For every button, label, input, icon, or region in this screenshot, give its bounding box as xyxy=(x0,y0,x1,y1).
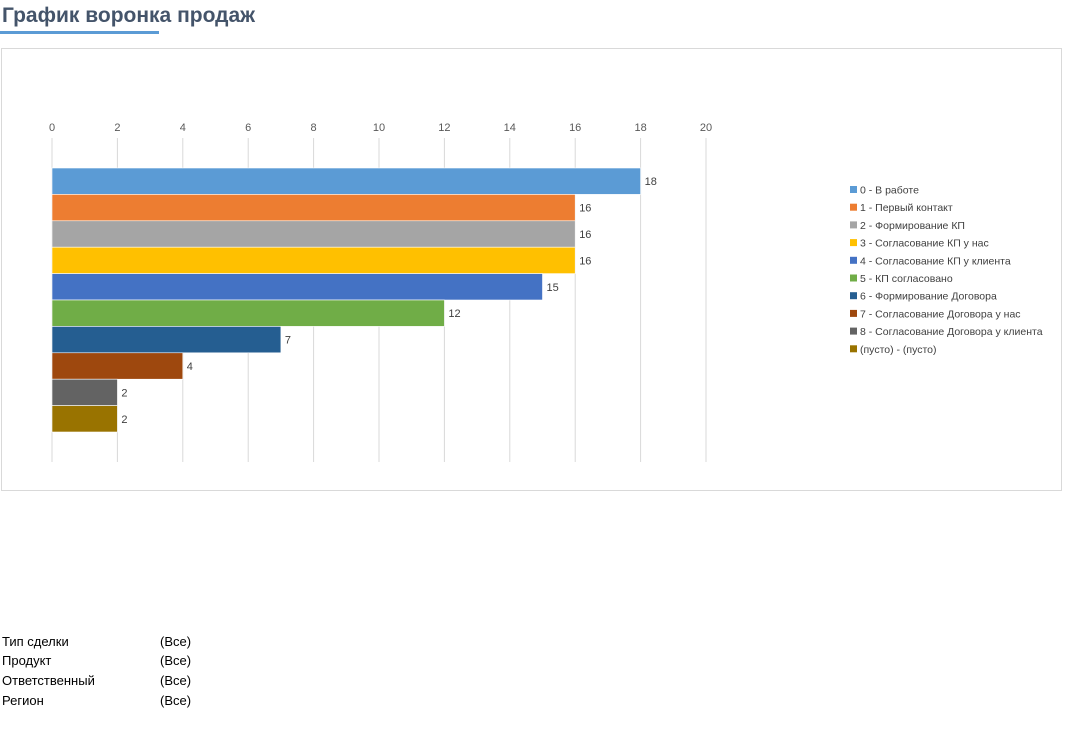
page-title: График воронка продаж xyxy=(2,4,256,27)
data-label: 7 xyxy=(285,335,291,347)
filter-value[interactable]: (Все) xyxy=(160,634,192,649)
data-label: 4 xyxy=(187,361,193,373)
legend-label: 5 - КП согласовано xyxy=(860,273,953,285)
x-tick-label: 18 xyxy=(634,122,646,134)
data-label: 2 xyxy=(121,387,127,399)
legend-label: 3 - Согласование КП у нас xyxy=(860,238,989,250)
legend-label: 0 - В работе xyxy=(860,185,919,197)
x-tick-label: 8 xyxy=(311,122,317,134)
bar xyxy=(51,352,184,380)
data-label: 18 xyxy=(645,176,657,188)
legend-swatch xyxy=(850,274,857,282)
legend-swatch xyxy=(850,327,857,335)
x-tick-label: 4 xyxy=(180,122,186,134)
filter-value[interactable]: (Все) xyxy=(160,653,192,668)
data-label: 16 xyxy=(579,203,591,215)
x-tick-label: 10 xyxy=(373,122,385,134)
filter-label: Регион xyxy=(2,693,44,708)
bar xyxy=(51,405,118,433)
x-tick-label: 12 xyxy=(438,122,450,134)
bar xyxy=(51,273,543,301)
bar xyxy=(51,378,118,406)
x-tick-label: 2 xyxy=(114,122,120,134)
legend-label: 6 - Формирование Договора xyxy=(860,291,997,303)
filter-value[interactable]: (Все) xyxy=(160,693,192,708)
data-label: 12 xyxy=(448,308,460,320)
legend-swatch xyxy=(850,239,857,247)
filter-label: Тип сделки xyxy=(2,634,69,649)
legend-swatch xyxy=(850,221,857,229)
data-label: 16 xyxy=(579,255,591,267)
legend-label: 1 - Первый контакт xyxy=(860,202,953,214)
x-tick-label: 0 xyxy=(49,122,55,134)
legend-swatch xyxy=(850,309,857,317)
filter-value[interactable]: (Все) xyxy=(160,673,192,688)
bar xyxy=(51,167,641,195)
bar xyxy=(51,326,282,354)
legend-label: 2 - Формирование КП xyxy=(860,220,965,232)
bar xyxy=(51,220,576,248)
bar xyxy=(51,194,576,222)
legend-swatch xyxy=(850,186,857,193)
legend-label: 4 - Согласование КП у клиента xyxy=(860,255,1011,267)
legend-label: 7 - Согласование Договора у нас xyxy=(860,308,1021,320)
legend-label: (пусто) - (пусто) xyxy=(860,344,937,356)
legend-swatch xyxy=(850,203,857,211)
legend-swatch xyxy=(850,345,857,353)
bar xyxy=(51,299,445,327)
funnel-bar-chart: 0 2 4 6 8 10 12 14 16 18 20 18 16 16 16 15 12 7 4 2 2 0 - В р… xyxy=(49,122,1043,462)
x-tick-label: 16 xyxy=(569,122,581,134)
data-label: 16 xyxy=(579,229,591,241)
data-label: 15 xyxy=(547,282,559,294)
title-underline xyxy=(0,31,159,34)
data-label: 2 xyxy=(121,414,127,426)
x-tick-label: 20 xyxy=(700,122,712,134)
legend-swatch xyxy=(850,256,857,264)
filter-label: Ответственный xyxy=(2,673,95,688)
x-tick-label: 14 xyxy=(504,122,516,134)
bar xyxy=(51,246,576,274)
filter-label: Продукт xyxy=(2,653,52,668)
legend-label: 8 - Согласование Договора у клиента xyxy=(860,326,1043,338)
legend-swatch xyxy=(850,292,857,300)
x-tick-label: 6 xyxy=(245,122,251,134)
